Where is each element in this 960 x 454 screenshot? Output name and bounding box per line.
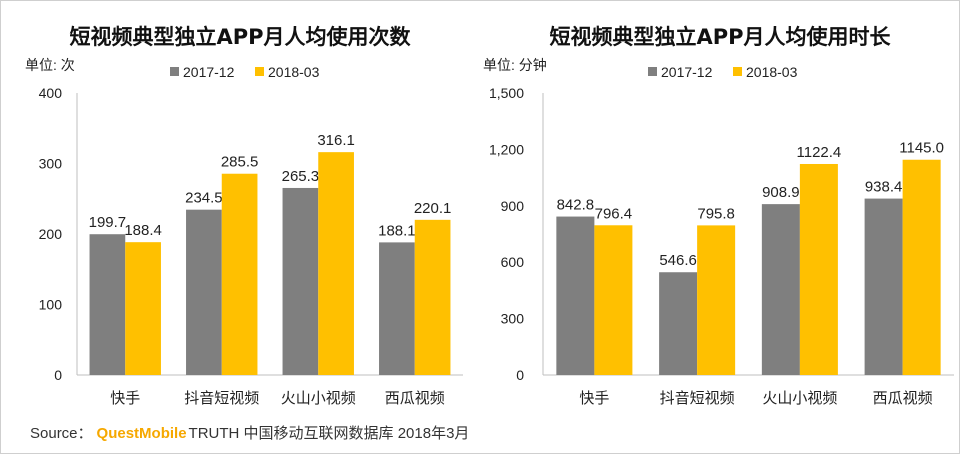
data-label-2017-12-抖音短视频: 234.5 (185, 190, 223, 207)
chart-title: 短视频典型独立APP月人均使用时长 (549, 25, 891, 49)
bar-2017-12-西瓜视频 (379, 242, 415, 375)
data-label-2018-03-抖音短视频: 285.5 (221, 154, 259, 171)
bar-2017-12-西瓜视频 (864, 198, 903, 375)
unit-label: 单位: 分钟 (483, 57, 547, 73)
data-label-2017-12-火山小视频: 908.9 (762, 184, 800, 201)
legend-swatch-2017-12 (648, 67, 657, 76)
data-label-2017-12-火山小视频: 265.3 (282, 168, 320, 185)
source-line: Source： QuestMobile TRUTH 中国移动互联网数据库 2018年… (30, 422, 469, 443)
source-text: TRUTH 中国移动互联网数据库 2018年3月 (188, 425, 470, 442)
x-tick-label: 抖音短视频 (660, 390, 735, 407)
bar-2017-12-抖音短视频 (186, 209, 222, 375)
x-tick-label: 火山小视频 (281, 390, 356, 407)
legend-label-2017-12: 2017-12 (183, 64, 235, 80)
data-label-2018-03-西瓜视频: 220.1 (414, 200, 452, 217)
bar-2017-12-快手 (556, 216, 595, 375)
data-label-2018-03-快手: 796.4 (595, 205, 633, 222)
x-tick-label: 西瓜视频 (873, 390, 933, 407)
y-tick-label: 300 (39, 156, 63, 172)
y-tick-label: 0 (54, 367, 62, 383)
data-label-2018-03-西瓜视频: 1145.0 (899, 140, 944, 157)
data-label-2018-03-抖音短视频: 795.8 (697, 205, 735, 222)
chart-title: 短视频典型独立APP月人均使用次数 (69, 25, 411, 49)
unit-label: 单位: 次 (25, 57, 75, 73)
y-tick-label: 200 (39, 226, 63, 242)
y-tick-label: 1,200 (489, 141, 524, 157)
source-label: Source： (30, 425, 93, 442)
legend-label-2017-12: 2017-12 (661, 64, 713, 80)
y-tick-label: 1,500 (489, 85, 524, 101)
bar-2017-12-抖音短视频 (659, 272, 698, 375)
bar-2017-12-火山小视频 (282, 187, 319, 375)
x-tick-label: 抖音短视频 (184, 390, 259, 407)
bar-2018-03-西瓜视频 (414, 219, 451, 375)
x-tick-label: 西瓜视频 (385, 390, 445, 407)
data-label-2017-12-抖音短视频: 546.6 (659, 252, 697, 269)
data-label-2017-12-快手: 842.8 (557, 197, 595, 214)
data-label-2018-03-火山小视频: 316.1 (317, 132, 355, 149)
data-label-2018-03-火山小视频: 1122.4 (797, 144, 842, 161)
bar-2018-03-抖音短视频 (697, 225, 736, 375)
data-label-2017-12-快手: 199.7 (89, 214, 127, 231)
data-label-2018-03-快手: 188.4 (124, 222, 162, 239)
y-tick-label: 100 (39, 297, 63, 313)
source-brand: QuestMobile (96, 425, 187, 442)
legend-swatch-2017-12 (170, 67, 179, 76)
y-tick-label: 900 (501, 198, 525, 214)
bar-2018-03-西瓜视频 (902, 159, 941, 375)
y-tick-label: 300 (501, 311, 525, 327)
legend-label-2018-03: 2018-03 (268, 64, 320, 80)
x-tick-label: 快手 (110, 390, 140, 407)
data-label-2017-12-西瓜视频: 938.4 (865, 179, 903, 196)
legend-swatch-2018-03 (255, 67, 264, 76)
x-tick-label: 快手 (579, 390, 609, 407)
bar-2017-12-快手 (89, 234, 126, 375)
bar-2018-03-火山小视频 (318, 152, 354, 375)
bar-2018-03-火山小视频 (799, 163, 838, 375)
y-tick-label: 0 (516, 367, 524, 383)
x-tick-label: 火山小视频 (762, 390, 837, 407)
y-tick-label: 600 (501, 254, 525, 270)
legend-swatch-2018-03 (733, 67, 742, 76)
bar-2018-03-抖音短视频 (221, 173, 258, 375)
bar-2017-12-火山小视频 (761, 204, 800, 375)
y-tick-label: 400 (39, 85, 63, 101)
legend-label-2018-03: 2018-03 (746, 64, 798, 80)
bar-2018-03-快手 (594, 225, 633, 375)
bar-2018-03-快手 (125, 242, 161, 375)
data-label-2017-12-西瓜视频: 188.1 (378, 222, 416, 239)
